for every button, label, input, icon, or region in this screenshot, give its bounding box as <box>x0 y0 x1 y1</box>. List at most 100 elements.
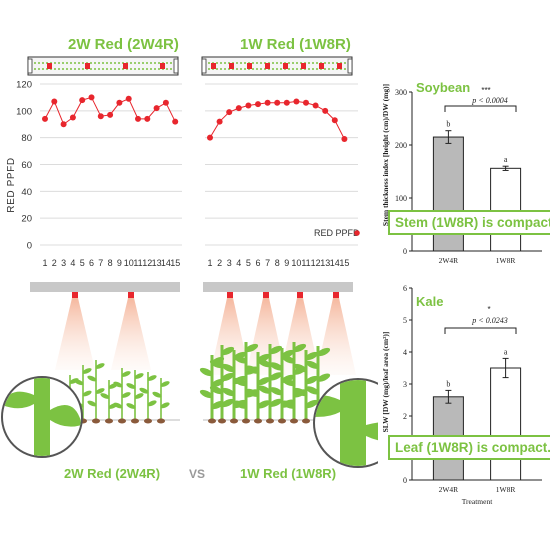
y-tick-label: 100 <box>16 106 32 117</box>
x-tick-label: 11 <box>133 258 142 268</box>
ppfd-point <box>116 99 123 106</box>
x-tick-label: 7 <box>98 258 103 268</box>
kale-y-tick-label: 4 <box>403 348 407 357</box>
kale-category-label: 2W4R <box>439 485 459 494</box>
soybean-title: Soybean <box>416 80 470 95</box>
soybean-significance-letter: a <box>504 155 508 164</box>
ppfd-point <box>264 99 271 106</box>
soybean-chart: Stem thickness index [height (cm)/DW (mg… <box>381 80 542 265</box>
ppfd-point <box>322 107 329 114</box>
y-tick-label: 0 <box>27 241 32 252</box>
kale-category-label: 1W8R <box>496 485 516 494</box>
soybean-bars: b 2W4R a 1W8R <box>432 120 522 265</box>
x-tick-label: 12 <box>142 258 152 268</box>
plant-leaf <box>160 381 170 387</box>
x-tick-label: 9 <box>117 258 122 268</box>
kale-title: Kale <box>416 294 443 309</box>
plant-leaf <box>87 400 97 407</box>
plant-stem <box>292 342 296 420</box>
x-tick-label: 4 <box>236 258 241 268</box>
x-tick-label: 6 <box>89 258 94 268</box>
kale-x-axis-title: Treatment <box>462 497 493 506</box>
soybean-category-label: 1W8R <box>496 256 516 265</box>
y-tick-label: 40 <box>21 187 32 198</box>
ppfd-point <box>153 105 160 112</box>
plant-stem <box>280 348 284 420</box>
ppfd-point <box>42 115 48 122</box>
plant-stem <box>134 370 136 420</box>
plant-seed <box>230 418 238 424</box>
plant-leaf <box>269 372 283 381</box>
ppfd-point <box>144 115 151 122</box>
soybean-y-tick-label: 0 <box>403 247 407 256</box>
ppfd-y-axis: 0 20 40 60 80 100 120 <box>16 80 32 252</box>
ppfd-point <box>51 98 58 105</box>
plant-leaf <box>317 347 331 357</box>
x-tick-label: 10 <box>291 258 301 268</box>
x-tick-label: 14 <box>330 258 340 268</box>
x-tick-label: 3 <box>227 258 232 268</box>
x-tick-label: 13 <box>320 258 330 268</box>
plant-seed <box>208 418 216 424</box>
soybean-category-label: 2W4R <box>439 256 459 265</box>
plant-leaf <box>269 345 283 355</box>
ppfd-point <box>88 94 95 101</box>
plant-seed <box>131 418 139 424</box>
kale-bar <box>490 367 522 481</box>
x-tick-label: 11 <box>301 258 310 268</box>
ppfd-point <box>274 99 281 106</box>
plant-stem <box>160 378 162 420</box>
y-tick-label: 80 <box>21 133 32 144</box>
plant-seed <box>144 418 152 424</box>
x-tick-label: 4 <box>70 258 75 268</box>
ppfd-x-axis: 1 2 3 4 5 6 7 8 9 10 11 12 13 14 15 1 2 3 4 5 6 7 8 9 10 11 12 13 14… <box>42 258 349 268</box>
x-tick-label: 2 <box>52 258 57 268</box>
plant-leaf <box>82 390 92 397</box>
plant-leaf <box>121 371 131 377</box>
soybean-y-tick-label: 300 <box>395 88 407 97</box>
plant-leaf <box>221 363 235 373</box>
plant-stem <box>232 350 236 420</box>
ppfd-point <box>207 134 213 141</box>
plant-leaf <box>87 375 97 382</box>
soybean-significance-stars: *** <box>481 86 490 95</box>
x-tick-label: 13 <box>152 258 162 268</box>
plant-leaf <box>281 355 295 364</box>
kale-p-value: p < 0.0243 <box>471 316 507 325</box>
ppfd-point <box>79 97 86 104</box>
ppfd-line-1w <box>209 100 345 140</box>
ppfd-point <box>283 99 290 106</box>
plant-leaf <box>245 343 259 353</box>
plant-leaf <box>269 362 283 371</box>
plant-leaf <box>245 365 259 374</box>
x-tick-label: 1 <box>207 258 212 268</box>
plant-leaf <box>281 400 295 409</box>
x-tick-label: 8 <box>275 258 280 268</box>
y-tick-label: 60 <box>21 160 32 171</box>
plant-leaf <box>82 368 92 374</box>
plant-leaf <box>233 355 247 364</box>
x-tick-label: 8 <box>108 258 113 268</box>
plant-leaf <box>269 387 283 396</box>
x-tick-label: 1 <box>42 258 47 268</box>
x-tick-label: 14 <box>161 258 171 268</box>
plant-seed <box>218 418 226 424</box>
plant-leaf <box>199 367 213 377</box>
ppfd-gridlines <box>40 83 358 246</box>
x-tick-label: 10 <box>124 258 134 268</box>
ppfd-series <box>42 94 348 143</box>
plant-leaf <box>126 403 136 409</box>
x-tick-label: 3 <box>61 258 66 268</box>
plant-leaf <box>305 351 319 361</box>
x-tick-label: 6 <box>255 258 260 268</box>
plant-leaf <box>152 391 162 398</box>
plant-illustrations <box>61 342 331 424</box>
x-tick-label: 15 <box>170 258 180 268</box>
kale-y-tick-label: 5 <box>403 316 407 325</box>
plant-stem <box>304 350 308 420</box>
kale-y-tick-label: 0 <box>403 476 407 485</box>
ppfd-point <box>107 111 114 118</box>
plant-leaf <box>233 400 247 409</box>
plant-stem <box>121 368 123 420</box>
